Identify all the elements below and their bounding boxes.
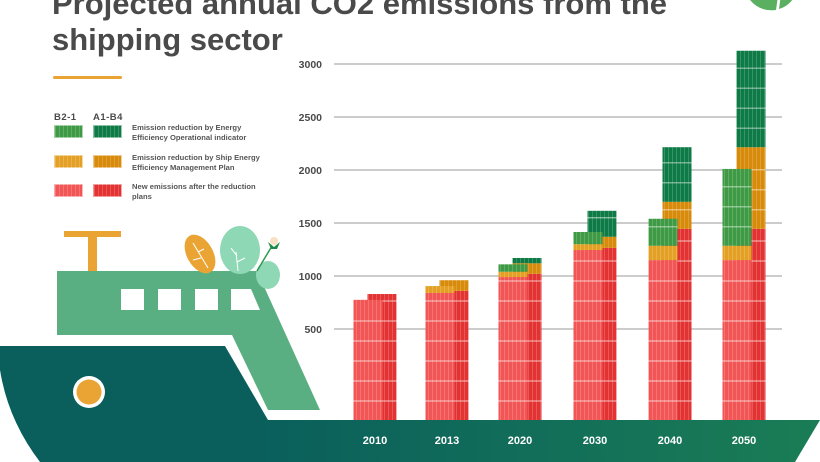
ship-hull xyxy=(0,346,300,462)
legend-swatch-b2-1 xyxy=(54,125,83,138)
flower-stem xyxy=(256,245,273,272)
bar-segment-a1-b4-2020 xyxy=(512,257,542,264)
bar-segment-b2-1-2010 xyxy=(353,299,383,420)
corner-leaf-icon xyxy=(750,0,793,11)
legend-item-eeoi: Emission reduction by Energy Efficiency … xyxy=(54,123,294,151)
x-tick-label: 2030 xyxy=(583,435,607,447)
bar-segment-a1-b4-2050 xyxy=(736,50,766,148)
leaf-icon xyxy=(220,226,260,274)
porthole-icon xyxy=(76,379,102,405)
flower-icon xyxy=(268,242,280,249)
cabin-window xyxy=(195,289,218,310)
cabin-window xyxy=(121,289,144,310)
legend-swatch-a1-b4 xyxy=(93,184,122,197)
leaf-vein xyxy=(192,242,209,269)
cabin-window xyxy=(158,289,181,310)
axis-labels: 500 1000 1500 2000 2500 3000 2010 2013 2020 2030 2… xyxy=(299,59,757,447)
legend-label: Emission reduction by Energy Efficiency … xyxy=(132,123,247,142)
y-tick-label: 1500 xyxy=(299,218,323,230)
bar-segment-b2-1-2050 xyxy=(722,168,752,246)
bar-segment-a1-b4-2013 xyxy=(439,280,469,291)
bar-segment-b2-1-2050 xyxy=(722,245,752,261)
bar-segment-b2-1-2030 xyxy=(573,232,603,245)
legend-item-new-emissions: New emissions after the reduction plans xyxy=(54,182,294,210)
bar-segment-b2-1-2050 xyxy=(722,260,752,420)
bar-segment-a1-b4-2040 xyxy=(662,147,692,202)
x-tick-label: 2013 xyxy=(435,435,459,447)
legend-item-seemp: Emission reduction by Ship Energy Effici… xyxy=(54,153,294,181)
x-tick-label: 2040 xyxy=(658,435,682,447)
leaf-icon xyxy=(256,261,280,289)
bar-segment-b2-1-2030 xyxy=(573,244,603,251)
bar-segment-b2-1-2040 xyxy=(648,245,678,261)
y-tick-label: 3000 xyxy=(299,59,323,71)
x-tick-label: 2010 xyxy=(363,435,387,447)
bar-segment-b2-1-2020 xyxy=(498,271,528,278)
legend-swatch-b2-1 xyxy=(54,184,83,197)
title-underline xyxy=(53,76,122,79)
y-tick-label: 1000 xyxy=(299,271,323,283)
legend-swatch-a1-b4 xyxy=(93,125,122,138)
leaf-vein xyxy=(230,247,246,272)
ship-illustration xyxy=(0,226,820,462)
x-tick-label: 2020 xyxy=(508,435,532,447)
ship-deck xyxy=(258,420,820,462)
bar-segment-b2-1-2020 xyxy=(498,277,528,420)
ship-mast xyxy=(88,231,97,271)
y-tick-label: 2500 xyxy=(299,112,323,124)
y-tick-label: 500 xyxy=(304,324,322,336)
legend-header-b2-1: B2-1 xyxy=(54,112,77,123)
x-tick-label: 2050 xyxy=(732,435,756,447)
legend-label: New emissions after the reduction plans xyxy=(132,182,256,201)
legend-header-a1-b4: A1-B4 xyxy=(93,112,123,123)
y-tick-label: 2000 xyxy=(299,165,323,177)
bar-segment-b2-1-2020 xyxy=(498,264,528,272)
bar-segment-b2-1-2013 xyxy=(425,292,455,420)
legend-swatch-a1-b4 xyxy=(93,155,122,168)
bar-segment-b2-1-2040 xyxy=(648,260,678,420)
bars xyxy=(353,50,766,420)
bar-segment-b2-1-2030 xyxy=(573,250,603,420)
flower-icon xyxy=(270,237,278,245)
bar-segment-b2-1-2013 xyxy=(425,286,455,293)
chart-title: Projected annual CO2 emissions from the … xyxy=(52,0,667,57)
bar-segment-b2-1-2040 xyxy=(648,218,678,246)
legend-label: Emission reduction by Ship Energy Effici… xyxy=(132,153,260,172)
gridlines xyxy=(334,63,782,330)
cabin-window xyxy=(231,289,260,310)
legend-swatch-b2-1 xyxy=(54,155,83,168)
